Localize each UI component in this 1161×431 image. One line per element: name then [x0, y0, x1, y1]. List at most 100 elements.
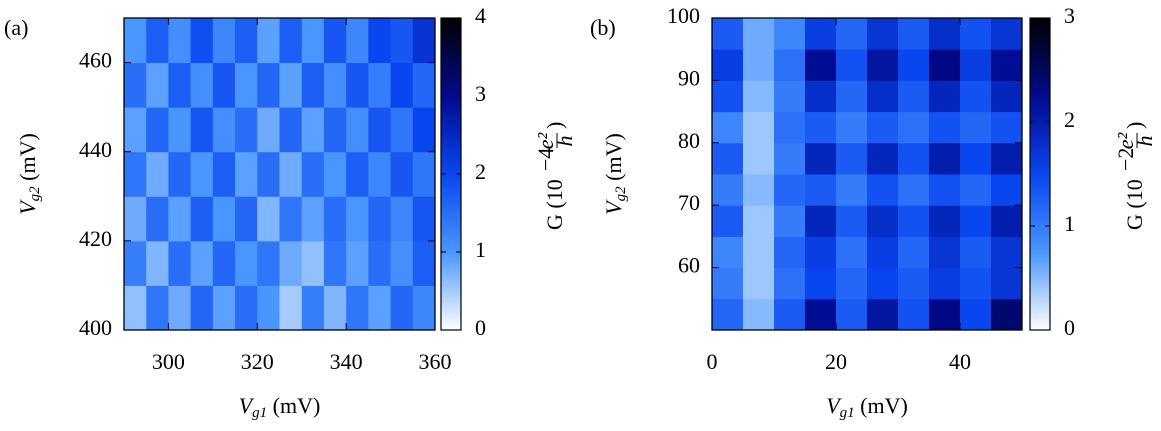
y-tick-label: 70: [678, 190, 700, 215]
heat-cell: [235, 62, 258, 108]
heat-cell: [743, 236, 775, 269]
heat-cell: [146, 18, 169, 64]
heat-cell: [390, 240, 414, 286]
heat-cell: [960, 18, 992, 50]
heat-cell: [235, 107, 258, 153]
heat-cell: [836, 142, 868, 175]
heat-cell: [190, 196, 214, 242]
heat-cell: [346, 151, 369, 197]
heat-cell: [279, 196, 303, 242]
heat-cell: [712, 205, 744, 237]
heat-cell: [346, 107, 369, 153]
heat-cell: [929, 236, 961, 269]
heat-cell: [279, 240, 303, 286]
heat-cell: [743, 174, 775, 206]
heat-cell: [235, 151, 258, 197]
heat-cell: [836, 236, 868, 269]
heat-cell: [279, 151, 303, 197]
y-axis-label-sub: g2: [613, 186, 629, 202]
plot-frame: [711, 17, 1023, 331]
heat-cell: [257, 18, 280, 64]
heat-cell: [805, 80, 837, 113]
colorbar-label-exp: −4: [533, 148, 558, 171]
x-axis-label-unit: (mV): [860, 393, 908, 418]
x-axis-label-symbol: V: [239, 393, 255, 418]
heat-cell: [212, 196, 236, 242]
heat-cell: [412, 151, 436, 197]
y-tick-label: 400: [79, 315, 112, 340]
heat-cell: [257, 196, 280, 242]
heat-cell: [836, 111, 868, 144]
heat-cell: [991, 142, 1023, 175]
heat-cell: [836, 174, 868, 206]
heat-cell: [712, 236, 744, 269]
colorbar: [1029, 17, 1051, 331]
heat-cell: [368, 107, 392, 153]
heat-cell: [146, 196, 169, 242]
heat-cell: [279, 107, 303, 153]
heat-cell: [898, 18, 930, 50]
heat-cell: [805, 49, 837, 81]
heat-cell: [805, 267, 837, 300]
colorbar-label-den: h: [552, 136, 577, 147]
heat-cell: [390, 196, 414, 242]
heat-cell: [836, 80, 868, 113]
heat-cell: [867, 205, 899, 237]
heat-cell: [168, 240, 192, 286]
heat-cell: [368, 151, 392, 197]
colorbar-label-num: e²: [533, 132, 558, 149]
heat-cell: [390, 285, 414, 331]
heat-cell: [146, 151, 169, 197]
heat-cell: [898, 142, 930, 175]
heat-cell: [867, 267, 899, 300]
heat-cell: [867, 298, 899, 331]
heat-cell: [867, 174, 899, 206]
heat-cell: [867, 236, 899, 269]
y-tick-label: 60: [678, 253, 700, 278]
heat-cell: [743, 111, 775, 144]
heat-cell: [991, 236, 1023, 269]
heat-cell: [898, 205, 930, 237]
x-tick-label: 300: [152, 349, 185, 374]
heat-cell: [212, 62, 236, 108]
heat-cell: [212, 240, 236, 286]
y-tick-label: 90: [678, 65, 700, 90]
heat-cell: [124, 62, 147, 108]
heat-cell: [991, 174, 1023, 206]
colorbar-tick-label: 1: [475, 237, 486, 262]
heat-cell: [743, 142, 775, 175]
colorbar-label-text: G (10: [1122, 179, 1147, 230]
heat-cell: [774, 236, 806, 269]
heat-cell: [898, 49, 930, 81]
heat-cell: [124, 196, 147, 242]
x-tick-label: 20: [825, 349, 847, 374]
heat-cell: [323, 285, 347, 331]
heat-cell: [390, 151, 414, 197]
colorbar-label-num: e²: [1113, 132, 1138, 149]
heat-cell: [836, 49, 868, 81]
heat-cell: [898, 298, 930, 331]
heat-cell: [146, 107, 169, 153]
heat-cell: [774, 267, 806, 300]
heat-cell: [960, 298, 992, 331]
heat-cell: [124, 240, 147, 286]
heat-cell: [805, 205, 837, 237]
heat-cell: [805, 111, 837, 144]
heat-cell: [929, 49, 961, 81]
heat-cell: [774, 298, 806, 331]
heat-cell: [301, 62, 325, 108]
heat-cell: [867, 18, 899, 50]
heat-cell: [168, 18, 192, 64]
heat-cell: [146, 240, 169, 286]
heat-cell: [929, 174, 961, 206]
heat-cell: [867, 142, 899, 175]
y-tick-label: 420: [79, 226, 112, 251]
y-axis-label-symbol: V: [15, 199, 40, 215]
heat-cell: [190, 18, 214, 64]
heat-cell: [390, 107, 414, 153]
heat-cell: [960, 142, 992, 175]
x-axis-label: Vg1 (mV): [826, 393, 908, 421]
